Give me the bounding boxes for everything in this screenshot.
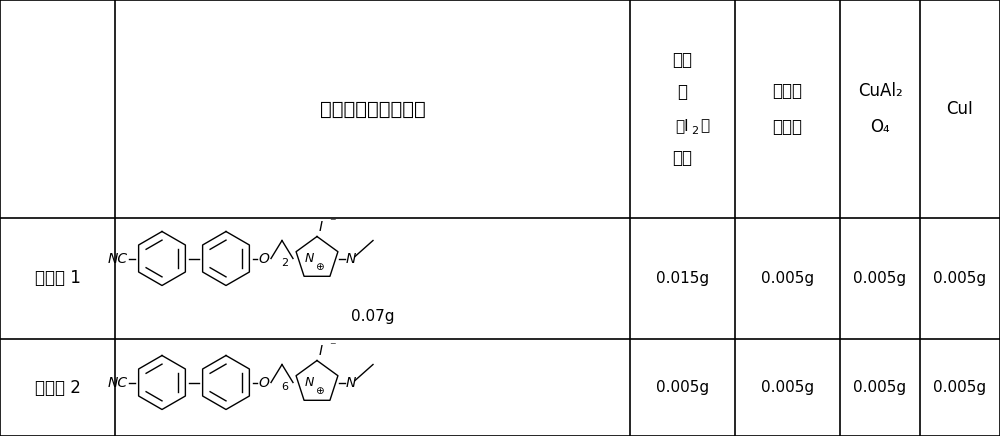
Text: O₄: O₄ <box>870 118 890 136</box>
Text: 0.07g: 0.07g <box>351 309 394 324</box>
Text: ⁻: ⁻ <box>329 216 335 229</box>
Text: 0.005g: 0.005g <box>933 380 987 395</box>
Text: N: N <box>346 375 356 389</box>
Text: NC: NC <box>108 252 128 266</box>
Text: 0.015g: 0.015g <box>656 271 709 286</box>
Text: N: N <box>305 376 314 389</box>
Text: I: I <box>319 219 323 234</box>
Text: ）: ） <box>700 118 709 133</box>
Text: 0.005g: 0.005g <box>853 271 907 286</box>
Text: ⊕: ⊕ <box>315 262 324 272</box>
Text: 碘单: 碘单 <box>672 51 692 68</box>
Text: 0.005g: 0.005g <box>853 380 907 395</box>
Text: 2: 2 <box>281 258 288 268</box>
Text: O: O <box>259 375 269 389</box>
Text: CuI: CuI <box>947 100 973 118</box>
Text: ⊕: ⊕ <box>315 385 324 395</box>
Text: 实施例 1: 实施例 1 <box>35 269 80 287</box>
Text: 0.005g: 0.005g <box>933 271 987 286</box>
Text: 甲基苯: 甲基苯 <box>772 82 802 100</box>
Text: 0.005g: 0.005g <box>656 380 709 395</box>
Text: 0.005g: 0.005g <box>761 380 814 395</box>
Text: N: N <box>346 252 356 266</box>
Text: 离子晶体种类及含量: 离子晶体种类及含量 <box>320 99 425 119</box>
Text: 0.005g: 0.005g <box>761 271 814 286</box>
Text: N: N <box>305 252 314 265</box>
Text: 质: 质 <box>677 84 687 102</box>
Text: 2: 2 <box>691 126 698 136</box>
Text: CuAl₂: CuAl₂ <box>858 82 902 100</box>
Text: I: I <box>319 344 323 358</box>
Text: 6: 6 <box>281 382 288 392</box>
Text: 实施例 2: 实施例 2 <box>35 378 80 396</box>
Text: 并咊唡: 并咊唡 <box>772 118 802 136</box>
Text: （I: （I <box>676 118 689 133</box>
Text: O: O <box>259 252 269 266</box>
Text: ⁻: ⁻ <box>329 340 335 353</box>
Text: 含量: 含量 <box>672 150 692 167</box>
Text: NC: NC <box>108 375 128 389</box>
